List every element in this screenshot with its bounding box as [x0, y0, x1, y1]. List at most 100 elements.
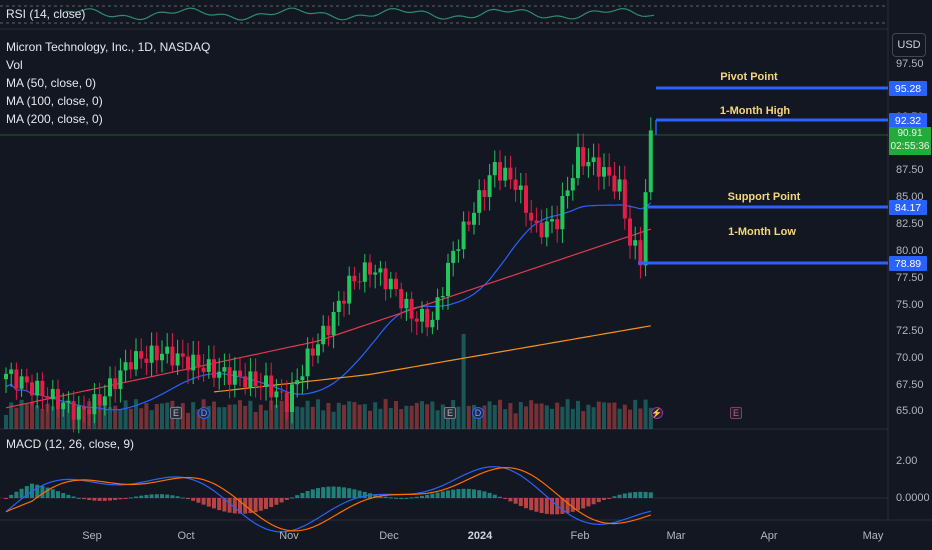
macd-histogram-bar: [466, 488, 471, 498]
candle-body: [451, 250, 456, 263]
time-tick-label: May: [862, 530, 884, 542]
volume-bar: [357, 404, 362, 429]
macd-histogram-bar: [290, 497, 294, 499]
candle-body: [347, 275, 352, 304]
macd-histogram-bar: [638, 491, 643, 498]
one-month-low-label[interactable]: 1-Month Low: [728, 226, 796, 238]
time-tick-label: Feb: [570, 530, 590, 542]
candle-body: [201, 367, 206, 372]
candle-body: [290, 384, 294, 413]
volume-bar: [539, 403, 544, 429]
support-point-label[interactable]: Support Point: [727, 191, 801, 203]
volume-bar: [446, 411, 450, 429]
volume-legend[interactable]: Vol: [6, 58, 23, 72]
symbol-legend[interactable]: Micron Technology, Inc., 1D, NASDAQ: [6, 40, 211, 54]
volume-bar: [97, 401, 102, 429]
chart-legend: Micron Technology, Inc., 1D, NASDAQ Vol …: [6, 38, 210, 128]
candle-body: [310, 348, 315, 356]
volume-bar: [238, 400, 242, 429]
volume-bar: [123, 400, 128, 429]
candle-body: [19, 376, 24, 389]
macd-histogram-bar: [576, 498, 580, 511]
macd-pane-title[interactable]: MACD (12, 26, close, 9): [6, 437, 135, 451]
macd-histogram-bar: [513, 498, 518, 504]
volume-bar: [524, 406, 528, 429]
candle-body: [399, 289, 404, 309]
macd-histogram-bar: [560, 498, 565, 514]
macd-histogram-bar: [180, 497, 185, 499]
macd-histogram-bar: [336, 486, 341, 498]
candle-body: [648, 130, 653, 193]
volume-bar: [388, 407, 393, 429]
volume-bar: [305, 400, 310, 429]
rsi-line: [65, 7, 655, 21]
candle-body: [409, 298, 414, 319]
macd-histogram-bar: [92, 498, 97, 501]
candle-body: [128, 362, 133, 370]
ma200-legend[interactable]: MA (200, close, 0): [6, 112, 103, 126]
earnings-icon[interactable]: E: [444, 407, 456, 419]
candle-body: [206, 359, 211, 372]
volume-bar: [607, 402, 612, 429]
macd-histogram-bar: [66, 494, 71, 498]
candle-body: [118, 370, 123, 390]
candle-body: [14, 369, 19, 389]
volume-bar: [394, 401, 398, 429]
dividend-icon[interactable]: D: [472, 407, 484, 419]
rsi-pane-title[interactable]: RSI (14, close): [6, 7, 86, 21]
volume-bar: [461, 334, 466, 429]
candle-body: [586, 162, 591, 167]
macd-histogram-bar: [128, 497, 133, 499]
earnings-icon[interactable]: E: [170, 407, 182, 419]
currency-button[interactable]: USD: [892, 33, 926, 57]
candle-body: [326, 325, 331, 336]
price-tick-label: 65.00: [896, 405, 924, 417]
volume-bar: [518, 402, 523, 429]
candle-body: [258, 385, 263, 387]
candle-body: [394, 278, 398, 290]
candle-body: [321, 325, 326, 345]
macd-histogram-bar: [420, 495, 424, 498]
macd-histogram-bar: [492, 494, 497, 498]
pivot-point-label[interactable]: Pivot Point: [720, 71, 778, 83]
candle-body: [591, 157, 596, 163]
candle-body: [66, 401, 71, 403]
macd-histogram-bar: [565, 498, 570, 514]
candle-body: [108, 378, 112, 397]
current-price-badge: 90.91 02:55:36: [889, 127, 931, 155]
volume-bar: [414, 402, 419, 429]
ma50-legend[interactable]: MA (50, close, 0): [6, 76, 97, 90]
macd-histogram-bar: [61, 493, 66, 498]
volume-bar: [118, 409, 123, 429]
earnings-icon[interactable]: E: [730, 407, 742, 419]
candle-body: [82, 406, 86, 410]
macd-histogram-bar: [144, 494, 149, 498]
split-icon[interactable]: ⚡: [651, 407, 663, 419]
one-month-high-label[interactable]: 1-Month High: [719, 105, 791, 117]
volume-bar: [399, 409, 404, 429]
ma50-line: [5, 202, 652, 411]
volume-bar: [648, 407, 653, 429]
volume-bar: [565, 399, 570, 429]
candle-body: [534, 220, 539, 223]
candle-body: [633, 240, 638, 246]
macd-histogram-bar: [643, 491, 648, 498]
volume-bar: [560, 406, 565, 429]
ma100-legend[interactable]: MA (100, close, 0): [6, 94, 103, 108]
volume-bar: [347, 401, 352, 429]
volume-bar: [232, 404, 237, 429]
candle-body: [378, 268, 383, 273]
one-month-high-price-badge: 92.32: [889, 113, 927, 128]
volume-bar: [35, 405, 40, 429]
macd-histogram-bar: [596, 498, 601, 503]
candle-body: [596, 157, 601, 177]
dividend-icon[interactable]: D: [198, 407, 210, 419]
candle-body: [456, 249, 461, 251]
candle-body: [35, 380, 40, 396]
volume-bar: [404, 405, 409, 429]
volume-bar: [576, 400, 580, 429]
volume-bar: [643, 399, 648, 429]
volume-bar: [550, 408, 554, 429]
